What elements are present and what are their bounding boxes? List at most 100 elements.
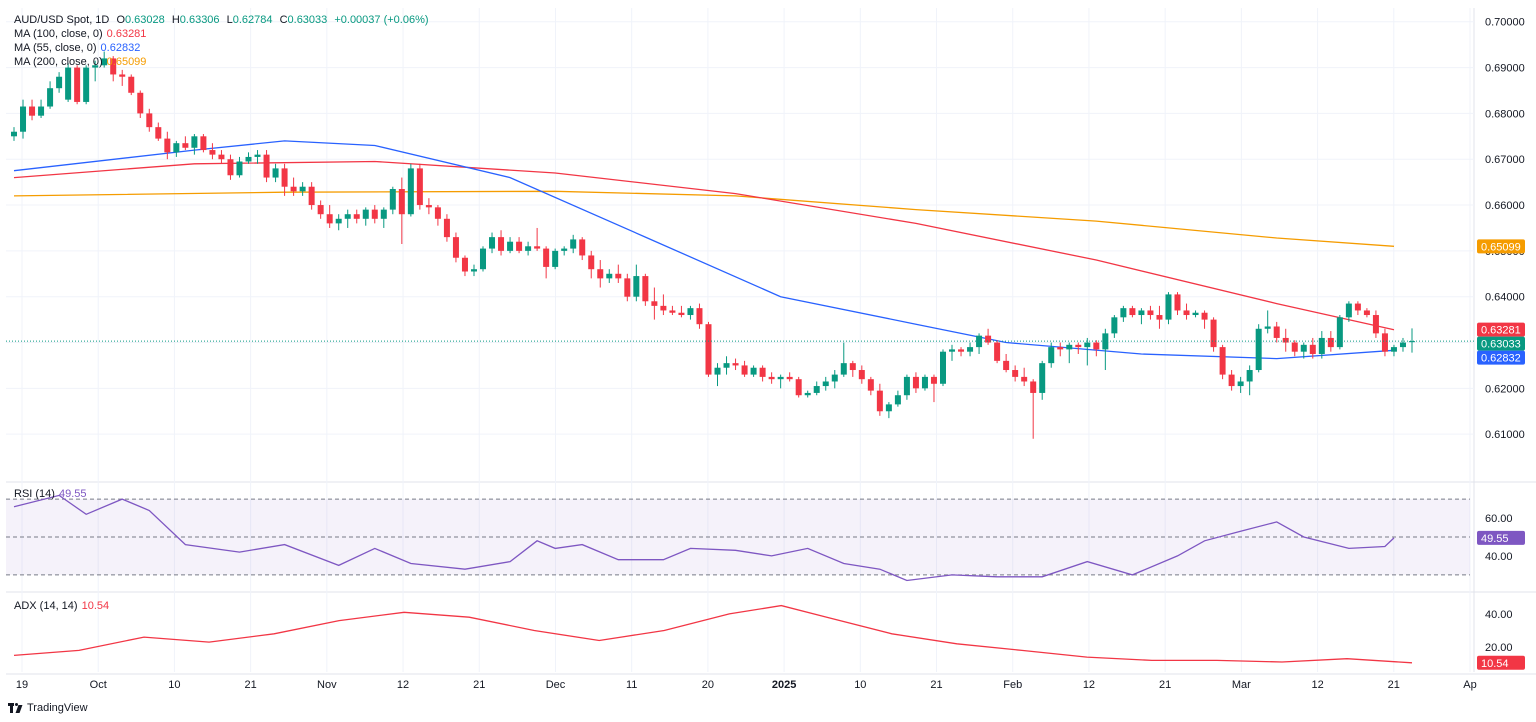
candle-body bbox=[858, 370, 865, 380]
price-tag bbox=[1477, 350, 1525, 365]
rsi-legend[interactable]: RSI (14) 49.55 bbox=[14, 488, 87, 501]
candle-body bbox=[939, 351, 946, 384]
candle-body bbox=[209, 150, 216, 155]
adx-value-tag bbox=[1477, 655, 1525, 670]
candle-body bbox=[1138, 310, 1145, 316]
candle-body bbox=[949, 349, 956, 352]
candle-body bbox=[903, 376, 910, 396]
price-tag-label: 0.62832 bbox=[1481, 353, 1521, 365]
ma200-legend[interactable]: MA (200, close, 0) 0.65099 bbox=[14, 56, 146, 69]
candle-body bbox=[651, 301, 658, 306]
ma200-line bbox=[13, 190, 1395, 247]
time-tick-label: Dec bbox=[546, 679, 566, 691]
candle-body bbox=[407, 168, 414, 215]
candle-body bbox=[362, 209, 369, 219]
open-value: 0.63028 bbox=[125, 14, 165, 26]
candle-body bbox=[714, 367, 721, 375]
candle-body bbox=[317, 205, 324, 215]
time-tick-label: Feb bbox=[1003, 679, 1022, 691]
candle-body bbox=[326, 214, 333, 224]
candle-body bbox=[92, 65, 99, 68]
candle-body bbox=[1264, 326, 1271, 329]
candle-body bbox=[642, 276, 649, 302]
rsi-tick-label: 60.00 bbox=[1485, 513, 1513, 525]
time-tick-label: 12 bbox=[1311, 679, 1323, 691]
candle-body bbox=[561, 248, 568, 251]
candle-body bbox=[985, 335, 992, 343]
high-label: H bbox=[171, 14, 180, 26]
candle-body bbox=[1282, 337, 1289, 343]
candle-body bbox=[83, 67, 90, 102]
candle-body bbox=[660, 305, 667, 311]
candle-body bbox=[1246, 370, 1253, 382]
candle-body bbox=[1300, 344, 1307, 352]
price-tick-label: 0.68000 bbox=[1485, 108, 1525, 120]
candle-body bbox=[218, 154, 225, 160]
candle-body bbox=[65, 67, 72, 100]
candle-body bbox=[236, 161, 243, 176]
time-tick-label: 12 bbox=[397, 679, 409, 691]
candle-body bbox=[543, 248, 550, 267]
price-tag bbox=[1477, 322, 1525, 337]
candle-body bbox=[1075, 344, 1082, 348]
candle-body bbox=[1111, 317, 1118, 334]
candle-body bbox=[272, 168, 279, 178]
candle-body bbox=[200, 136, 207, 151]
tradingview-brand[interactable]: TradingView bbox=[8, 702, 88, 714]
rsi-line bbox=[13, 494, 1395, 582]
ma55-legend[interactable]: MA (55, close, 0) 0.62832 bbox=[14, 42, 140, 55]
time-tick-label: 20 bbox=[702, 679, 714, 691]
candle-body bbox=[1363, 310, 1370, 316]
candle-body bbox=[173, 143, 180, 153]
candle-body bbox=[687, 308, 694, 316]
time-tick-label: 21 bbox=[1159, 679, 1171, 691]
time-tick-label: 12 bbox=[1083, 679, 1095, 691]
time-tick-label: 21 bbox=[245, 679, 257, 691]
candle-body bbox=[822, 381, 829, 387]
candle-body bbox=[1147, 310, 1154, 316]
candle-body bbox=[1030, 381, 1037, 393]
candle-body bbox=[678, 312, 685, 316]
candle-body bbox=[1012, 370, 1019, 377]
candle-body bbox=[1237, 381, 1244, 387]
open-label: O bbox=[116, 14, 125, 26]
candle-body bbox=[534, 246, 541, 249]
rsi-value: 49.55 bbox=[58, 488, 87, 500]
ma100-legend[interactable]: MA (100, close, 0) 0.63281 bbox=[14, 28, 146, 41]
candle-body bbox=[1327, 337, 1334, 348]
high-value: 0.63306 bbox=[179, 14, 220, 26]
rsi-value-tag-label: 49.55 bbox=[1481, 533, 1509, 545]
candle-body bbox=[191, 136, 198, 148]
symbol-title: AUD/USD Spot, 1D bbox=[14, 14, 110, 26]
candle-body bbox=[29, 106, 36, 116]
adx-legend[interactable]: ADX (14, 14) 10.54 bbox=[14, 600, 109, 613]
time-tick-label: Ap bbox=[1463, 679, 1476, 691]
candle-body bbox=[507, 241, 514, 251]
candle-body bbox=[308, 186, 315, 206]
candle-body bbox=[958, 349, 965, 352]
candle-body bbox=[182, 143, 189, 148]
time-tick-label: Nov bbox=[317, 679, 337, 691]
brand-name: TradingView bbox=[27, 702, 88, 714]
candle-body bbox=[299, 186, 306, 192]
candle-body bbox=[1192, 312, 1199, 316]
candle-body bbox=[849, 363, 856, 371]
candle-body bbox=[1219, 347, 1226, 375]
price-tag-label: 0.63033 bbox=[1481, 339, 1521, 351]
candle-body bbox=[155, 127, 162, 139]
candle-body bbox=[777, 376, 784, 380]
time-tick-label: Oct bbox=[90, 679, 107, 691]
adx-value: 10.54 bbox=[81, 600, 110, 612]
rsi-label: RSI (14) bbox=[14, 488, 55, 500]
price-tick-label: 0.69000 bbox=[1485, 63, 1525, 75]
candle-body bbox=[353, 214, 360, 219]
candle-body bbox=[669, 310, 676, 313]
candle-body bbox=[1409, 341, 1415, 343]
price-tick-label: 0.62000 bbox=[1485, 383, 1525, 395]
candle-body bbox=[1372, 315, 1379, 334]
ma100-label: MA (100, close, 0) bbox=[14, 28, 103, 40]
candle-body bbox=[606, 273, 613, 279]
candle-body bbox=[1291, 342, 1298, 352]
candle-body bbox=[11, 131, 17, 137]
